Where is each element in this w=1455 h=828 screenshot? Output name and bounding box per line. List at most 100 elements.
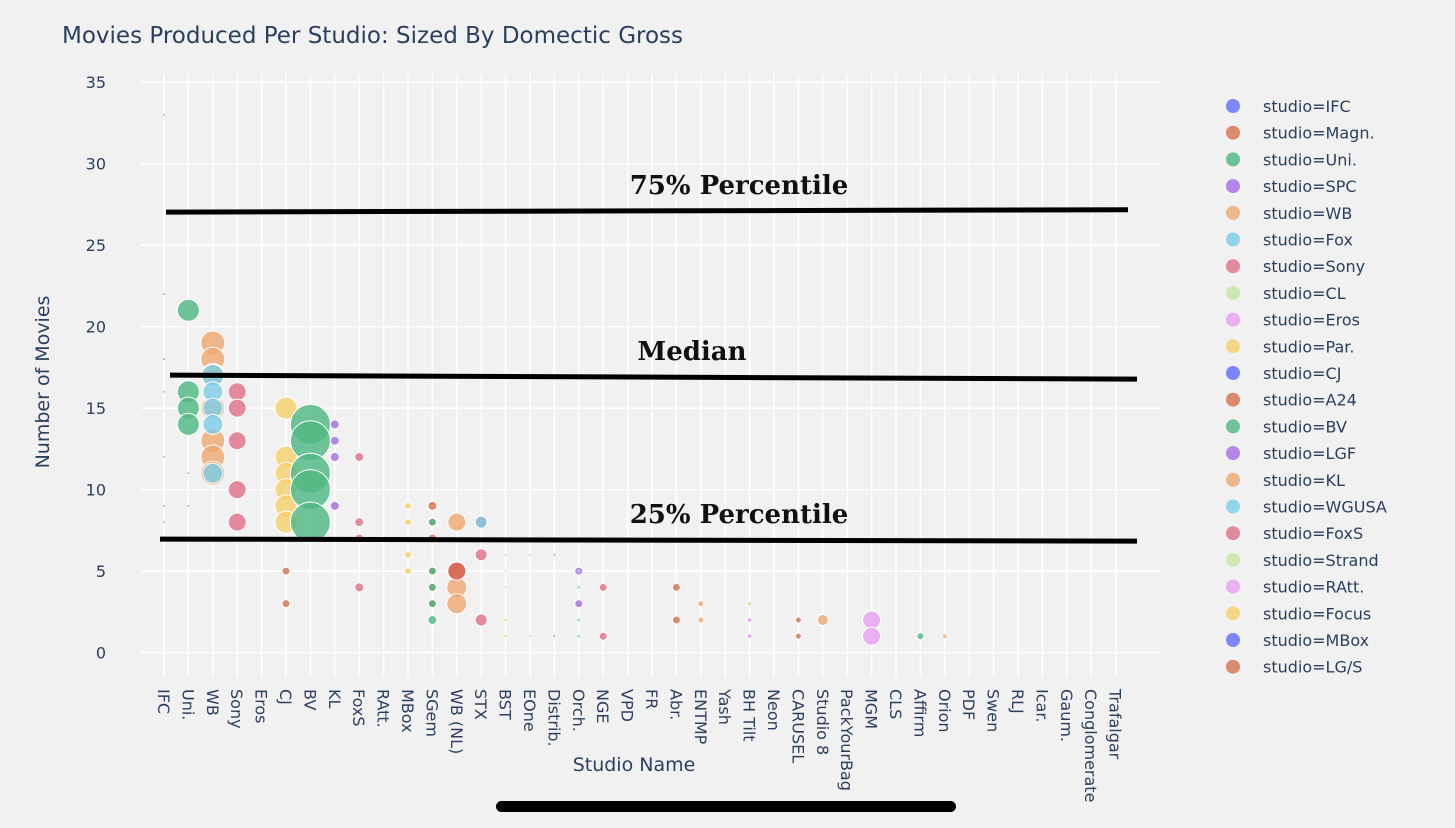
legend-label: studio=Magn.	[1263, 124, 1375, 143]
x-tick-label: KL	[325, 689, 344, 708]
legend-marker	[1226, 232, 1240, 247]
scatter-point	[504, 586, 507, 589]
scatter-point	[816, 613, 829, 626]
legend-label: studio=Uni.	[1263, 150, 1357, 169]
legend-marker	[1226, 179, 1240, 194]
scatter-point	[227, 398, 247, 418]
x-tick-label: CLS	[886, 689, 905, 719]
legend-marker	[1226, 339, 1240, 354]
scatter-point	[274, 396, 298, 420]
x-tick-label: CARUSEL	[788, 689, 807, 763]
y-tick-labels: 0 5 10 15 20 25 30 35	[86, 73, 106, 662]
legend-marker	[1226, 392, 1240, 407]
scatter-point	[474, 515, 488, 529]
x-tick-label: Abr.	[666, 689, 685, 720]
scatter-point	[528, 553, 532, 556]
x-tick-label: Trafalgar	[1106, 688, 1125, 760]
y-tick-label: 0	[96, 644, 106, 663]
scatter-point	[446, 593, 468, 615]
legend-label: studio=Eros	[1263, 311, 1360, 330]
scatter-point	[503, 618, 508, 622]
legend-label: studio=CL	[1263, 284, 1346, 303]
scatter-point	[746, 600, 753, 607]
scatter-point	[474, 548, 488, 562]
legend-label: studio=SPC	[1263, 177, 1357, 196]
scatter-point	[162, 358, 166, 361]
scatter-point	[916, 632, 925, 641]
scatter-point	[404, 550, 412, 559]
x-tick-label: Eros	[252, 689, 271, 723]
scatter-point	[404, 501, 412, 510]
x-tick-label: FoxS	[349, 689, 368, 727]
scatter-point	[862, 610, 882, 630]
y-tick-label: 5	[96, 562, 106, 581]
legend-label: studio=WGUSA	[1263, 498, 1387, 517]
scatter-point	[162, 521, 166, 524]
scatter-point	[474, 613, 488, 627]
reference-lines: 75% Percentile Median 25% Percentile	[159, 171, 1138, 544]
x-tick-label: SGem	[422, 689, 441, 737]
scatter-point	[202, 462, 224, 484]
scatter-point	[942, 634, 947, 639]
legend-marker	[1226, 526, 1240, 541]
x-tick-label: Neon	[764, 689, 783, 731]
scatter-point	[227, 480, 247, 500]
x-tick-label: Orion	[935, 689, 954, 733]
scatter-point	[577, 585, 581, 590]
scatter-point	[354, 451, 365, 462]
scatter-point	[427, 500, 438, 511]
scatter-point	[598, 631, 608, 641]
scatter-point	[281, 599, 291, 609]
scatter-point	[671, 615, 681, 625]
reference-line	[169, 372, 1138, 382]
legend-label: studio=KL	[1263, 471, 1345, 490]
scatter-point	[354, 582, 365, 593]
legend-label: studio=Fox	[1263, 231, 1353, 250]
legend-marker	[1226, 552, 1240, 567]
legend-marker	[1226, 606, 1240, 621]
scatter-point	[329, 435, 340, 446]
scatter-point	[427, 517, 437, 527]
scatter-point	[162, 455, 166, 459]
scatter-point	[862, 626, 882, 646]
x-tick-label: Swen	[984, 689, 1003, 732]
legend-marker	[1226, 259, 1240, 274]
scatter-point	[447, 561, 467, 581]
legend-marker	[1226, 312, 1240, 327]
scatter-point	[794, 632, 802, 640]
legend-label: studio=Focus	[1263, 604, 1371, 623]
x-tick-labels: IFC Uni. WB Sony Eros CJ BV KL FoxS RAtt. MBox SGem…	[154, 688, 1125, 802]
x-tick-label: IFC	[154, 689, 173, 714]
legend-label: studio=A24	[1263, 391, 1357, 410]
scatter-point	[162, 113, 166, 116]
x-tick-label: Sony	[227, 689, 246, 729]
legend-marker	[1226, 472, 1240, 487]
x-tick-label: Orch.	[569, 689, 588, 732]
x-tick-label: CJ	[276, 689, 295, 705]
scatter-point	[746, 633, 753, 640]
legend-marker	[1226, 285, 1240, 300]
scatter-point	[794, 616, 802, 624]
y-tick-label: 25	[86, 236, 106, 255]
scatter-point	[187, 504, 190, 508]
x-axis-label: Studio Name	[573, 754, 696, 776]
legend-marker	[1226, 99, 1240, 113]
scatter-point	[504, 553, 507, 556]
scatter-point	[577, 618, 581, 622]
x-tick-label: FR	[642, 689, 661, 709]
scatter-point	[574, 599, 584, 609]
x-tick-label: ENTMP	[691, 689, 710, 745]
scatter-point	[176, 298, 200, 322]
scroll-indicator[interactable]	[496, 801, 956, 812]
scatter-points	[162, 113, 947, 646]
legend-label: studio=CJ	[1263, 364, 1341, 383]
scatter-point	[227, 512, 247, 532]
scatter-point	[577, 569, 581, 573]
scatter-point	[427, 582, 437, 592]
legend-marker	[1226, 152, 1240, 167]
legend-label: studio=WB	[1263, 204, 1352, 223]
x-tick-label: Distrib.	[544, 689, 563, 747]
scatter-point	[697, 616, 705, 624]
scatter-point	[329, 419, 340, 430]
